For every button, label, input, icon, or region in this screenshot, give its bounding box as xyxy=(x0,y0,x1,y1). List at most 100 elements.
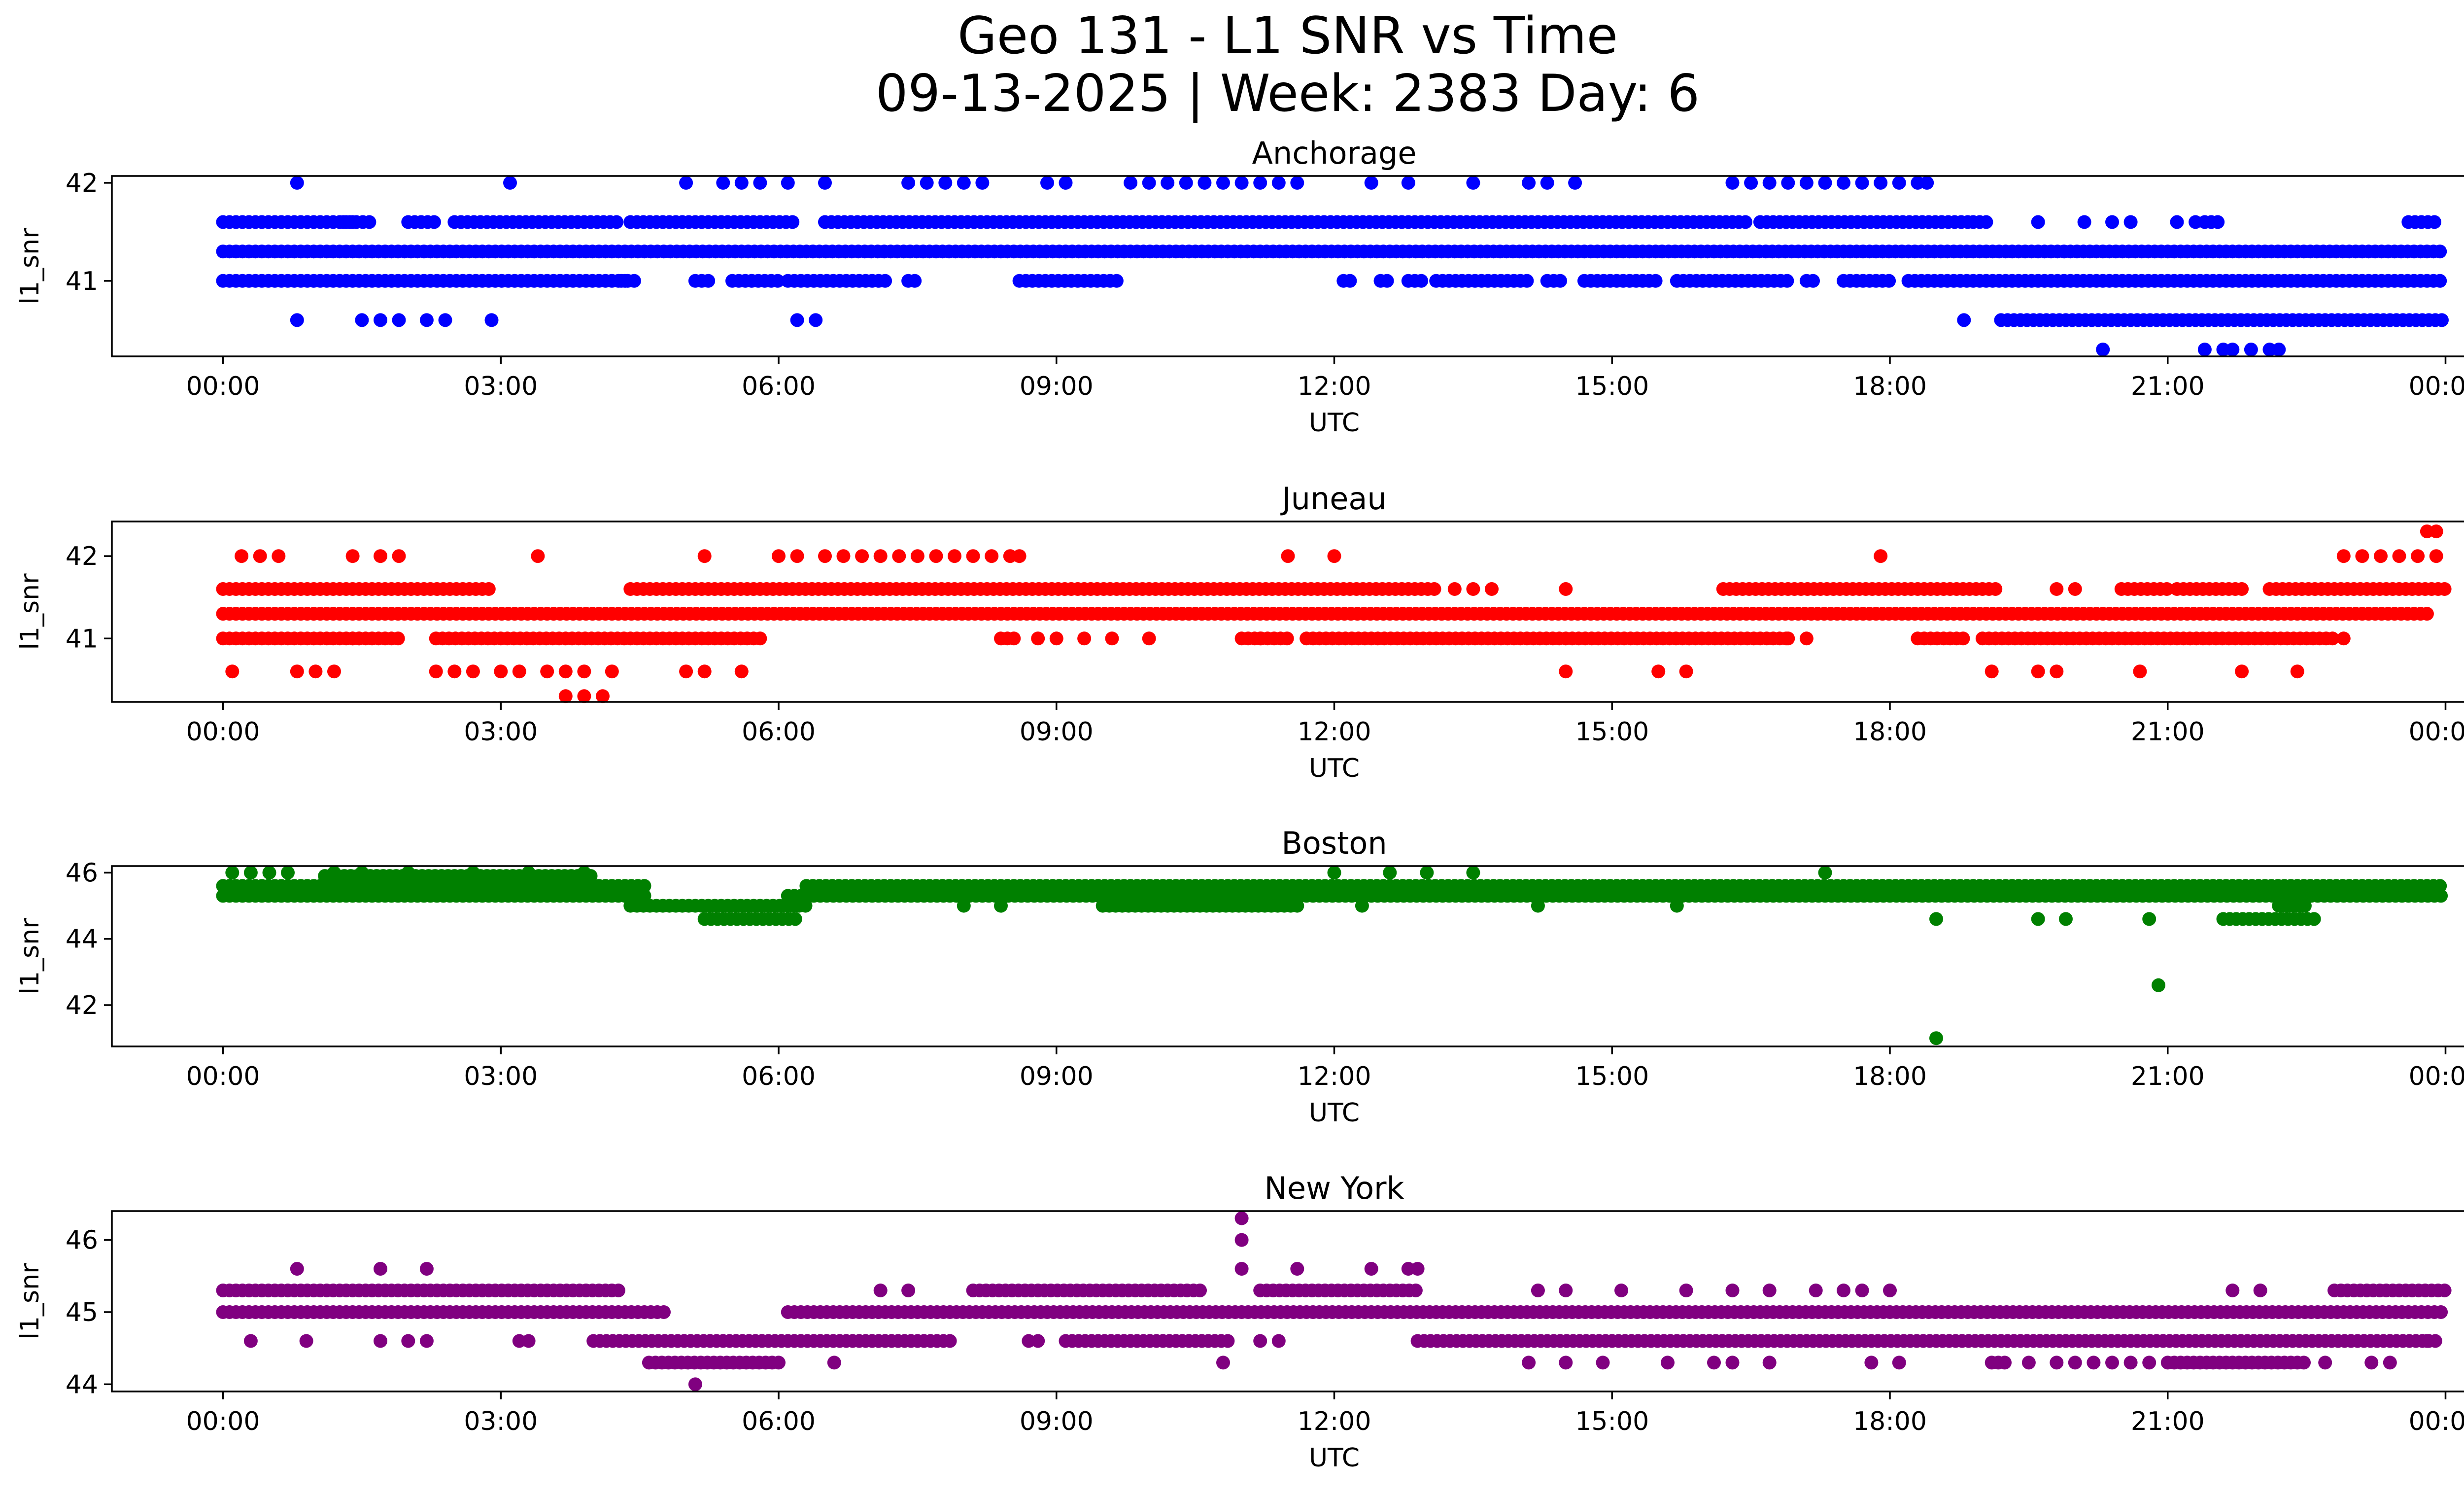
data-point xyxy=(611,1284,625,1297)
data-point xyxy=(1109,274,1124,288)
y-axis-label: l1_snr xyxy=(15,573,45,650)
x-tick-label: 00:00 xyxy=(2409,1407,2464,1436)
data-point xyxy=(1956,631,1970,646)
data-point xyxy=(957,899,971,913)
data-point xyxy=(1520,274,1534,288)
data-point xyxy=(1290,1262,1304,1276)
data-point xyxy=(1364,1262,1378,1276)
data-point xyxy=(1559,1284,1573,1297)
data-point xyxy=(1799,631,1814,646)
data-point xyxy=(2411,549,2425,563)
data-point xyxy=(1466,582,1480,596)
data-point xyxy=(753,175,767,190)
data-point xyxy=(299,1334,313,1348)
data-point xyxy=(873,549,888,563)
y-tick-label: 41 xyxy=(66,267,98,296)
data-point xyxy=(788,912,802,926)
data-point xyxy=(1837,175,1850,190)
data-point xyxy=(512,664,526,679)
y-axis-label: l1_snr xyxy=(15,1263,45,1340)
data-point xyxy=(1280,631,1294,646)
data-point xyxy=(2050,582,2064,596)
data-point xyxy=(521,866,536,880)
data-point xyxy=(1383,866,1397,880)
panels-group: Anchorage 00:00 03:00 06:00 09:00 12:00 15:00 1… xyxy=(15,135,2464,1473)
data-point xyxy=(818,549,832,563)
data-point xyxy=(2437,1284,2452,1297)
data-point xyxy=(327,664,341,679)
data-point xyxy=(697,664,712,679)
x-tick-label: 03:00 xyxy=(464,372,538,401)
data-point xyxy=(1799,175,1814,190)
data-point xyxy=(290,1262,304,1276)
data-point xyxy=(2326,631,2340,646)
data-point xyxy=(2429,524,2443,539)
y-axis-label: l1_snr xyxy=(15,918,45,995)
data-point xyxy=(1998,1356,2012,1370)
data-point xyxy=(637,879,651,893)
data-point xyxy=(2189,215,2203,229)
data-point xyxy=(2429,549,2443,563)
data-point xyxy=(558,664,573,679)
y-tick-label: 44 xyxy=(66,1370,98,1399)
data-point xyxy=(2433,879,2447,893)
data-point xyxy=(753,631,767,646)
y-tick-label: 41 xyxy=(66,624,98,654)
data-point xyxy=(2297,1356,2311,1370)
data-point xyxy=(2077,215,2091,229)
x-tick-label: 06:00 xyxy=(742,717,816,747)
data-point xyxy=(1380,274,1394,288)
x-tick-label: 03:00 xyxy=(464,1062,538,1091)
data-point xyxy=(2225,343,2240,357)
data-point xyxy=(1234,1211,1249,1225)
data-point xyxy=(2031,912,2045,926)
data-point xyxy=(327,866,341,880)
data-point xyxy=(577,866,591,880)
data-point xyxy=(1806,274,1820,288)
data-point xyxy=(1874,549,1888,563)
x-tick-label: 18:00 xyxy=(1853,372,1927,401)
data-point xyxy=(308,664,323,679)
data-point xyxy=(1818,866,1832,880)
data-point xyxy=(2307,912,2321,926)
data-point xyxy=(908,274,922,288)
data-point xyxy=(2297,899,2312,913)
data-point xyxy=(243,1334,258,1348)
data-point xyxy=(374,1334,387,1348)
data-point xyxy=(657,1305,671,1319)
data-point xyxy=(1485,582,1499,596)
data-point xyxy=(772,1356,786,1370)
data-point xyxy=(1410,1262,1425,1276)
panel-anchorage: Anchorage 00:00 03:00 06:00 09:00 12:00 15:00 1… xyxy=(15,135,2464,438)
panel-boston: Boston 00:00 03:00 06:00 09:00 12:00 15:00 18:0… xyxy=(15,825,2464,1128)
data-point xyxy=(1957,313,1971,327)
data-point xyxy=(836,549,851,563)
data-point xyxy=(873,1284,888,1297)
data-point xyxy=(1837,1284,1850,1297)
data-point xyxy=(290,175,304,190)
panel-juneau: Juneau 00:00 03:00 06:00 09:00 12:00 15:00 18:0… xyxy=(15,481,2464,783)
data-point xyxy=(1216,1356,1230,1370)
data-point xyxy=(790,313,804,327)
data-point xyxy=(2068,582,2082,596)
data-point xyxy=(2225,1284,2240,1297)
data-point xyxy=(1762,1356,1777,1370)
data-point xyxy=(938,175,953,190)
data-point xyxy=(1725,1284,1740,1297)
data-point xyxy=(243,866,258,880)
data-point xyxy=(1234,175,1249,190)
data-point xyxy=(1290,175,1304,190)
data-point xyxy=(1253,1334,1267,1348)
data-point xyxy=(1920,175,1934,190)
x-tick-label: 18:00 xyxy=(1853,1407,1927,1436)
data-point xyxy=(225,664,240,679)
data-point xyxy=(957,175,971,190)
data-point xyxy=(1882,274,1896,288)
x-tick-label: 12:00 xyxy=(1298,717,1371,747)
data-point xyxy=(235,549,249,563)
y-tick-label: 46 xyxy=(66,1226,98,1255)
data-point xyxy=(2364,1356,2379,1370)
data-point xyxy=(2235,664,2249,679)
data-point xyxy=(1781,175,1795,190)
data-point xyxy=(2428,215,2441,229)
